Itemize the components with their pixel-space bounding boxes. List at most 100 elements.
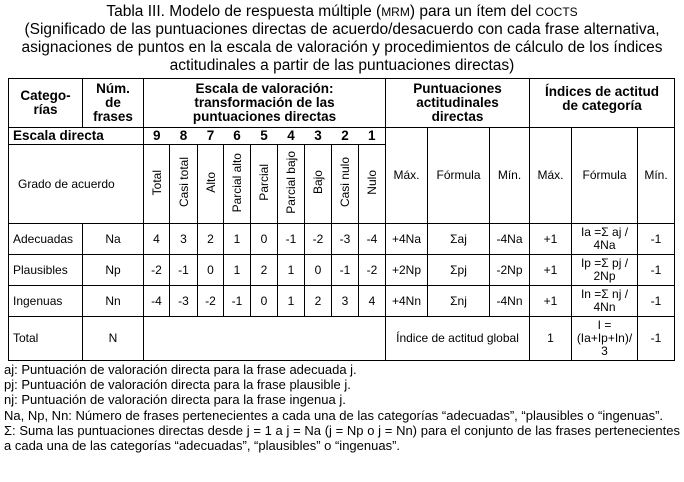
grado-level-label: Parcial bajo [284, 151, 298, 214]
score-cell: 1 [277, 254, 305, 286]
scale-value: 3 [304, 127, 332, 145]
score-cell: 2 [197, 223, 224, 255]
note-line: nj: Puntuación de valoración directa par… [4, 392, 346, 408]
total-row: Total N Índice de actitud global 1 I = (Ia+I… [8, 316, 675, 361]
iform-cell: Ia =Σ aj / 4Na [571, 223, 638, 255]
scale-value: 2 [331, 127, 359, 145]
score-cell: 0 [250, 223, 278, 255]
scale-value: 9 [143, 127, 170, 145]
note-line: aj: Puntuación de valoración directa par… [4, 362, 357, 377]
table-caption: Tabla III. Modelo de respuesta múltiple … [0, 3, 684, 75]
score-cell: -2 [143, 254, 170, 286]
grado-cell: Parcial bajo [277, 144, 305, 224]
score-cell: 2 [250, 254, 278, 286]
caption-text: Tabla III. Modelo de respuesta múltiple … [106, 3, 382, 20]
score-cell: 0 [197, 254, 224, 286]
caption-abbr: MRM [381, 5, 410, 19]
escala-directa-label: Escala directa [8, 127, 144, 145]
note-line: pj: Puntuación de valoración directa par… [4, 377, 351, 393]
caption-subtitle: (Significado de las puntuaciones directa… [21, 21, 663, 74]
score-cell: -4 [143, 285, 170, 317]
global-index-label: Índice de actitud global [385, 316, 530, 361]
grado-cell: Total [143, 144, 170, 224]
scale-value: 1 [358, 127, 386, 145]
empty-cell [143, 316, 386, 361]
note-line: Na, Np, Nn: Número de frases pertenecien… [4, 407, 664, 423]
grado-level-label: Casi total [176, 157, 191, 208]
count-cell: Np [82, 254, 144, 286]
score-cell: -3 [169, 285, 198, 317]
global-min: -1 [637, 316, 675, 361]
pform-cell: Σnj [427, 285, 490, 317]
score-cell: 4 [358, 285, 386, 317]
scale-value: 5 [250, 127, 278, 145]
score-cell: 3 [169, 223, 198, 255]
grado-level-label: Parcial alto [230, 152, 244, 213]
header-categorias: Catego-rías [8, 78, 83, 128]
grado-level-label: Nulo [365, 170, 379, 195]
scale-value: 8 [169, 127, 198, 145]
subheader-formula: Fórmula [571, 127, 638, 224]
subheader-max: Máx. [385, 127, 428, 224]
header-num-frases: Núm. de frases [82, 78, 144, 128]
imin-cell: -1 [637, 254, 675, 286]
category-cell: Ingenuas [8, 285, 83, 317]
grado-cell: Parcial alto [223, 144, 251, 224]
grado-cell: Alto [197, 144, 224, 224]
score-cell: 1 [277, 285, 305, 317]
pform-cell: Σaj [427, 223, 490, 255]
iform-cell: In =Σ nj / 4Nn [571, 285, 638, 317]
score-cell: 2 [304, 285, 332, 317]
pmax-cell: +4Na [385, 223, 428, 255]
global-max: 1 [529, 316, 572, 361]
category-cell: Adecuadas [8, 223, 83, 255]
caption-abbr: COCTS [535, 5, 578, 19]
imax-cell: +1 [529, 285, 572, 317]
table-notes: aj: Puntuación de valoración directa par… [4, 362, 680, 453]
pmin-cell: -4Nn [489, 285, 530, 317]
grado-cell: Bajo [304, 144, 332, 224]
header-puntuaciones: Puntuaciones actitudinales directas [385, 78, 530, 128]
imax-cell: +1 [529, 254, 572, 286]
score-cell: -1 [277, 223, 305, 255]
score-cell: 1 [223, 254, 251, 286]
score-cell: -1 [331, 254, 359, 286]
score-cell: 4 [143, 223, 170, 255]
table-row: Adecuadas Na 4 3 2 1 0 -1 -2 -3 -4 +4Na Σaj -4Na +1 Ia … [8, 223, 675, 255]
score-cell: -2 [304, 223, 332, 255]
subheader-min: Mín. [489, 127, 530, 224]
global-formula: I = (Ia+Ip+In)/ 3 [571, 316, 638, 361]
table-row: Plausibles Np -2 -1 0 1 2 1 0 -1 -2 +2Np Σpj -2Np +1 Ip… [8, 254, 675, 286]
grado-cell: Casi total [169, 144, 198, 224]
score-cell: -1 [223, 285, 251, 317]
imax-cell: +1 [529, 223, 572, 255]
imin-cell: -1 [637, 285, 675, 317]
header-escala: Escala de valoración: transformación de … [143, 78, 386, 128]
pform-cell: Σpj [427, 254, 490, 286]
scale-value: 7 [197, 127, 224, 145]
subheader-max: Máx. [529, 127, 572, 224]
scale-value: 4 [277, 127, 305, 145]
score-cell: -2 [358, 254, 386, 286]
iform-cell: Ip =Σ pj / 2Np [571, 254, 638, 286]
pmin-cell: -4Na [489, 223, 530, 255]
pmin-cell: -2Np [489, 254, 530, 286]
score-cell: 0 [304, 254, 332, 286]
count-cell: Nn [82, 285, 144, 317]
pmax-cell: +2Np [385, 254, 428, 286]
grado-label: Grado de acuerdo [8, 144, 144, 224]
note-line: Σ: Suma las puntuaciones directas desde … [4, 422, 680, 454]
category-cell: Plausibles [8, 254, 83, 286]
grado-cell: Parcial [250, 144, 278, 224]
total-count: N [82, 316, 144, 361]
pmax-cell: +4Nn [385, 285, 428, 317]
score-cell: 3 [331, 285, 359, 317]
score-cell: -1 [169, 254, 198, 286]
table-row: Ingenuas Nn -4 -3 -2 -1 0 1 2 3 4 +4Nn Σnj -4Nn +1 In =… [8, 285, 675, 317]
caption-text: ) para un ítem del [409, 3, 536, 20]
grado-level-label: Alto [203, 172, 218, 193]
subheader-min: Mín. [637, 127, 675, 224]
score-cell: -3 [331, 223, 359, 255]
score-cell: -4 [358, 223, 386, 255]
grado-cell: Casi nulo [331, 144, 359, 224]
